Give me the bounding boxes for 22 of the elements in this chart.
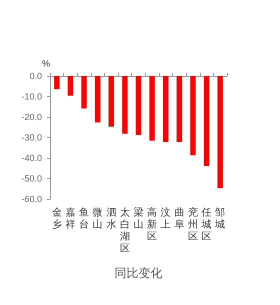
y-tick-label: -30.0 xyxy=(21,132,42,142)
y-tick-label: -60.0 xyxy=(21,194,42,204)
x-tick-label: 微山 xyxy=(92,208,103,230)
y-tick-label: -40.0 xyxy=(21,153,42,163)
x-tick-label: 泗水 xyxy=(106,206,116,230)
x-axis-title: 同比变化 xyxy=(114,266,162,280)
y-tick-label: -50.0 xyxy=(21,174,42,184)
x-tick-label: 汶上 xyxy=(160,206,171,230)
x-tick-label: 任城区 xyxy=(200,208,212,242)
x-tick-label: 嘉祥 xyxy=(65,206,76,230)
y-tick-label: -20.0 xyxy=(21,112,42,122)
x-tick-label: 金乡 xyxy=(52,206,62,230)
y-axis-title: % xyxy=(42,58,50,68)
x-tick-label: 曲阜 xyxy=(174,206,184,230)
x-tick-label: 梁山 xyxy=(134,206,144,230)
x-tick-label: 鱼台 xyxy=(79,206,90,230)
x-tick-label: 兖州区 xyxy=(188,206,198,242)
y-tick-label: 0.0 xyxy=(29,71,42,81)
y-tick-label: -10.0 xyxy=(21,92,42,102)
x-tick-label: 高新区 xyxy=(147,206,158,242)
x-tick-label: 太白湖区 xyxy=(120,206,130,254)
x-tick-label: 邹城 xyxy=(214,206,226,230)
